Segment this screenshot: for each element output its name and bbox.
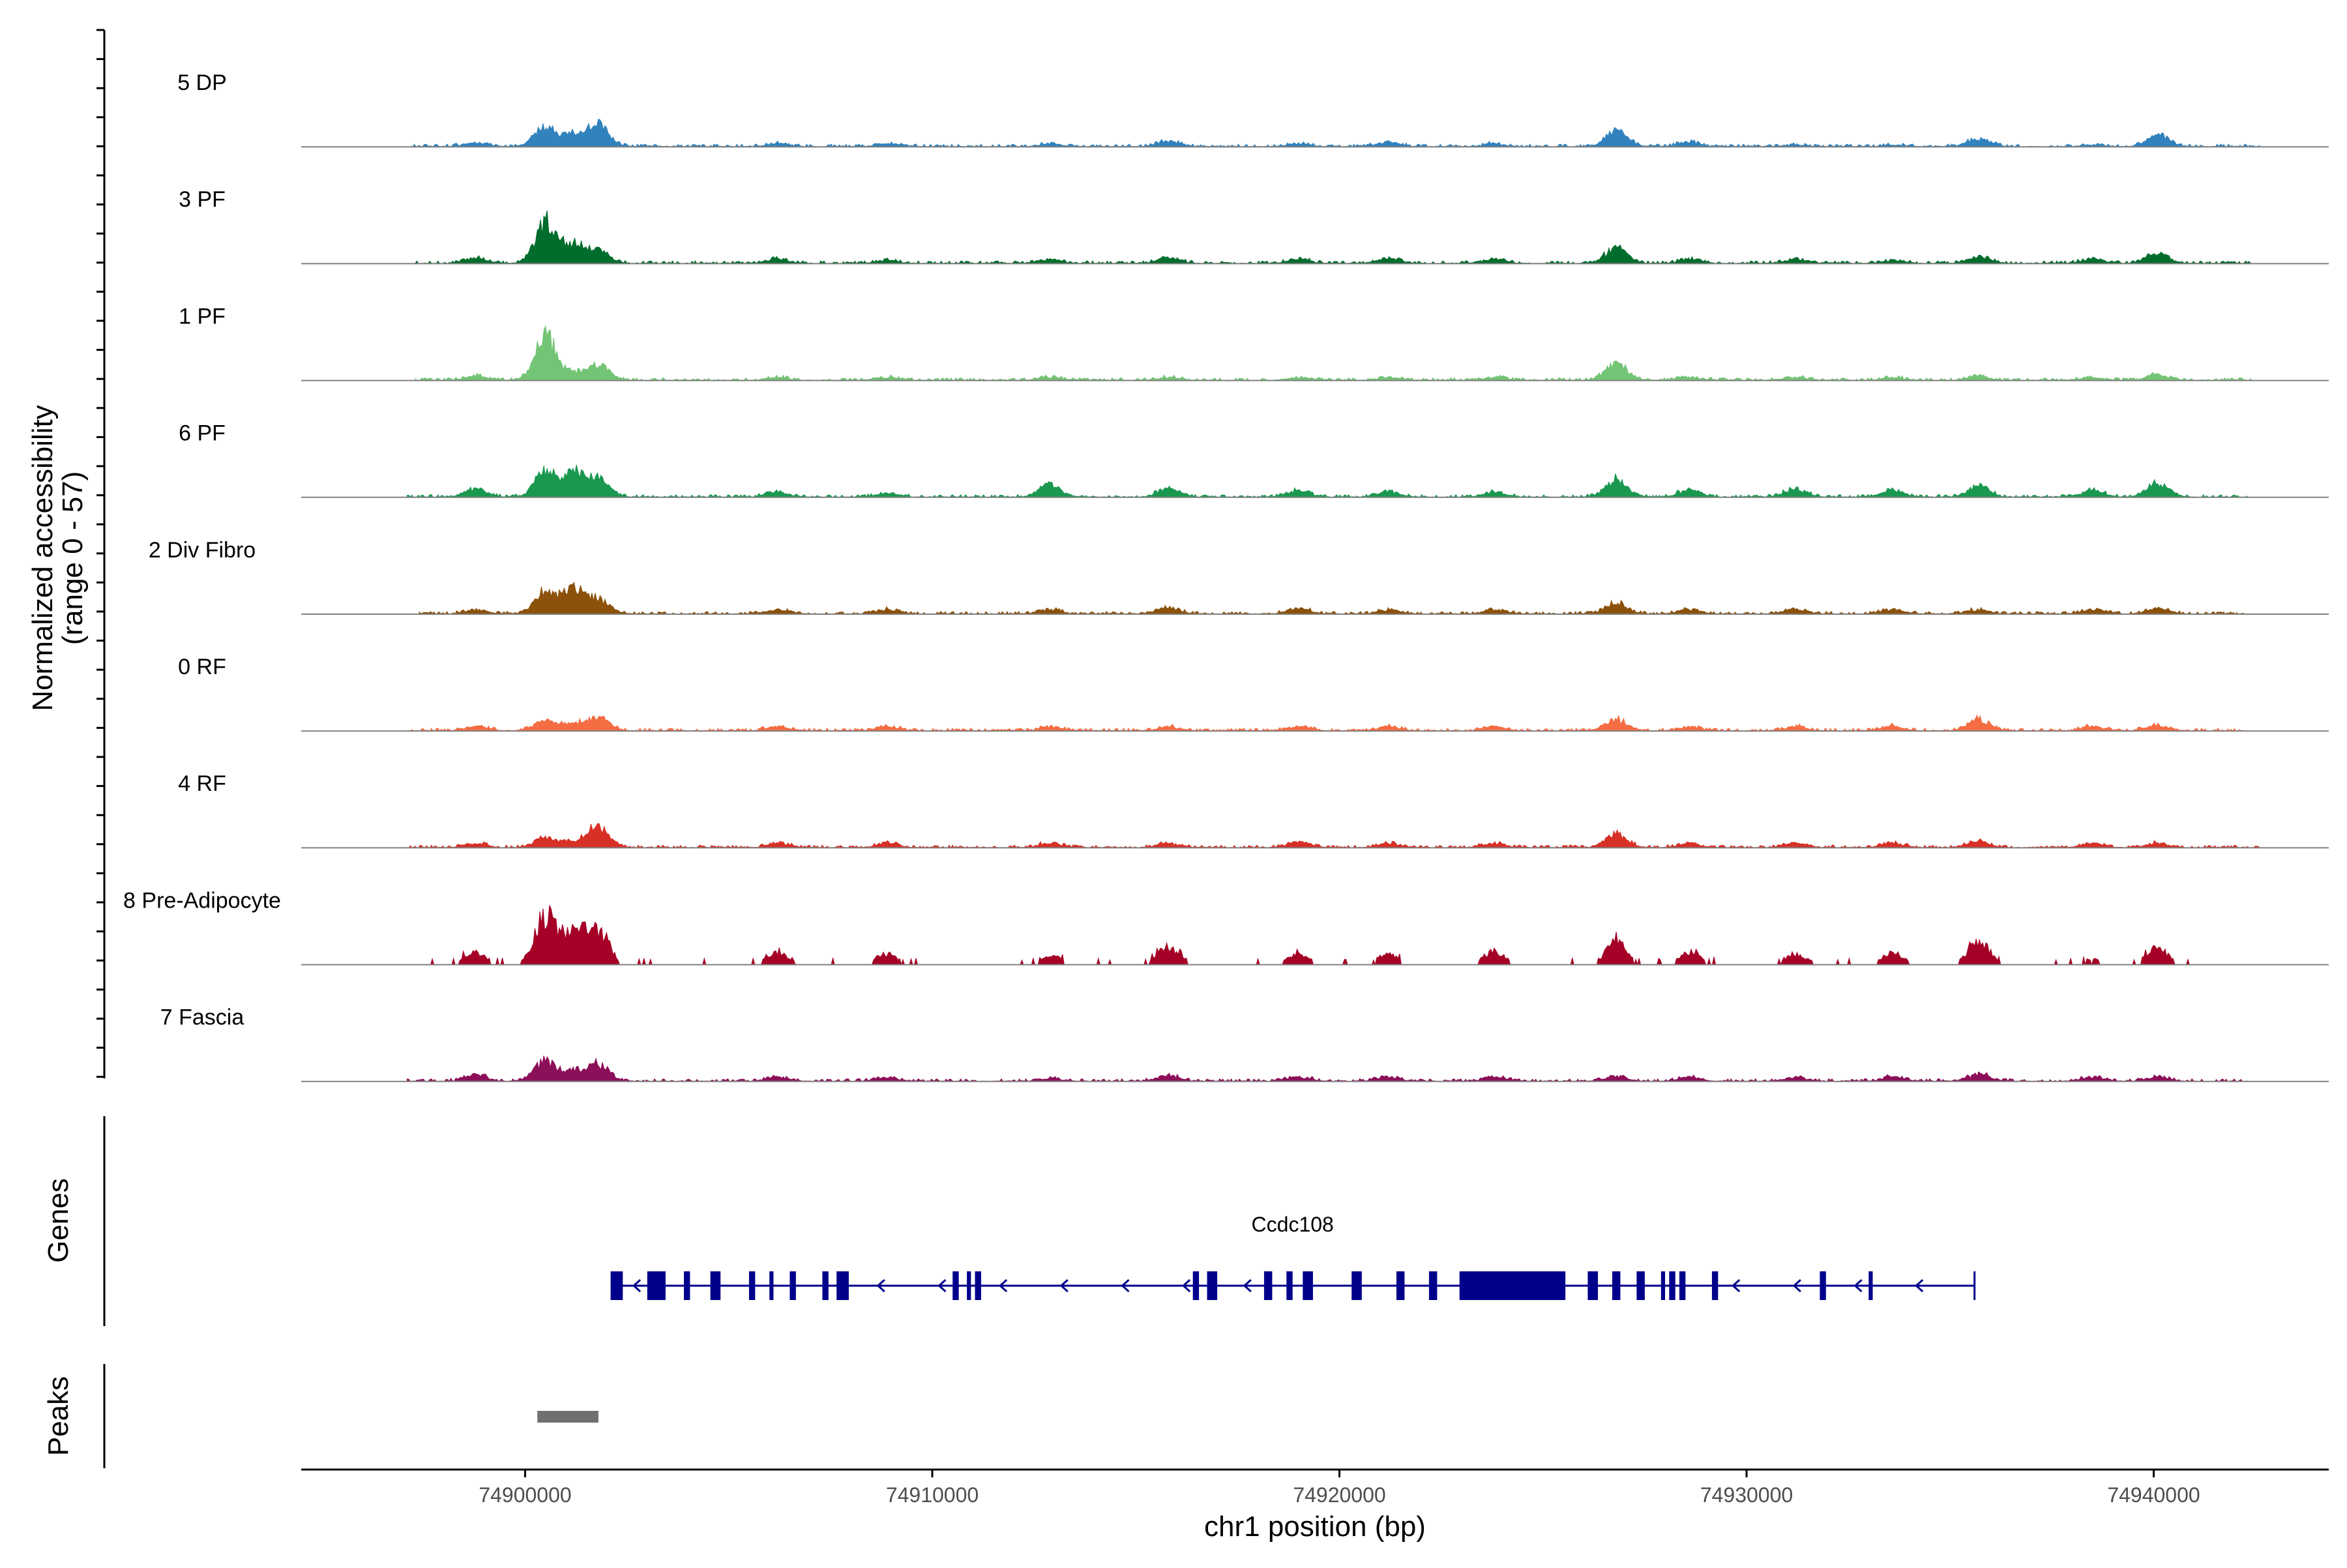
- gene-exon: [1459, 1271, 1566, 1300]
- track-2: 3 PF: [179, 187, 2329, 265]
- gene-exon: [1612, 1271, 1621, 1300]
- strand-arrow: [1059, 1279, 1069, 1293]
- gene-exon: [769, 1271, 774, 1300]
- gene-exon: [975, 1271, 981, 1300]
- strand-arrow: [1121, 1279, 1130, 1293]
- gene-exon: [1351, 1271, 1362, 1300]
- coverage-area: [411, 905, 2232, 966]
- strand-arrow: [876, 1279, 885, 1293]
- gene-exon: [710, 1271, 721, 1300]
- strand-arrow: [1181, 1279, 1191, 1293]
- gene-exons: [610, 1271, 1873, 1300]
- gene-exon: [1192, 1271, 1200, 1300]
- gene-exon: [647, 1271, 666, 1300]
- strand-arrow: [1731, 1279, 1741, 1293]
- gene-exon: [1587, 1271, 1598, 1300]
- peak-track: [537, 1411, 598, 1423]
- gene-exon: [610, 1271, 623, 1300]
- track-label: 3 PF: [179, 187, 226, 212]
- gene-exon: [822, 1271, 829, 1300]
- gene-exon: [748, 1271, 756, 1300]
- track-8: 8 Pre-Adipocyte: [123, 888, 2329, 966]
- track-label: 0 RF: [178, 655, 226, 679]
- track-9: 7 Fascia: [160, 1005, 2329, 1082]
- peaks-panel-title: Peaks: [42, 1376, 74, 1456]
- track-1: 5 DP: [177, 70, 2329, 148]
- y-axis-range-label: (range 0 - 57): [57, 471, 89, 645]
- strand-arrow: [1853, 1279, 1863, 1293]
- gene-exon: [790, 1271, 796, 1300]
- gene-exon: [1207, 1271, 1218, 1300]
- coverage-area: [411, 118, 2260, 147]
- x-tick-label: 74930000: [1700, 1483, 1793, 1507]
- coverage-area: [415, 210, 2252, 265]
- gene-exon: [1669, 1271, 1675, 1300]
- track-label: 2 Div Fibro: [149, 538, 256, 563]
- track-3: 1 PF: [179, 304, 2329, 381]
- coverage-area: [419, 582, 2244, 615]
- gene-exon: [1636, 1271, 1645, 1300]
- track-label: 1 PF: [179, 304, 226, 329]
- x-axis: 74900000 74910000 74920000 74930000 74940000…: [301, 1468, 2329, 1543]
- genes-panel-title: Genes: [42, 1178, 74, 1263]
- gene-exon: [1286, 1271, 1293, 1300]
- strand-arrow: [632, 1279, 642, 1293]
- strand-arrow: [1792, 1279, 1801, 1293]
- track-label: 8 Pre-Adipocyte: [123, 888, 281, 913]
- x-tick-label: 74940000: [2107, 1483, 2200, 1507]
- track-label: 7 Fascia: [160, 1005, 244, 1030]
- gene-label: Ccdc108: [1252, 1213, 1334, 1236]
- gene-exon: [1263, 1271, 1273, 1300]
- track-7: 4 RF: [178, 771, 2329, 849]
- strand-arrow: [1243, 1279, 1252, 1293]
- gene-exon: [684, 1271, 690, 1300]
- gene-exon: [1820, 1271, 1826, 1300]
- coverage-area: [406, 1056, 2248, 1082]
- gene-exon: [967, 1271, 971, 1300]
- gene-exon: [1868, 1271, 1873, 1300]
- peak-region: [537, 1411, 598, 1423]
- x-tick-label: 74920000: [1293, 1483, 1385, 1507]
- x-axis-ticks: 74900000 74910000 74920000 74930000 74940000: [479, 1470, 2200, 1507]
- strand-arrow: [937, 1279, 947, 1293]
- left-axes: Normalized accessibility (range 0 - 57) …: [27, 29, 106, 1468]
- gene-strand-arrows: [632, 1279, 1924, 1293]
- track-label: 4 RF: [178, 771, 226, 796]
- gene-exon: [1396, 1271, 1405, 1300]
- x-tick-label: 74910000: [886, 1483, 979, 1507]
- track-label: 6 PF: [179, 421, 226, 446]
- track-4: 6 PF: [179, 421, 2329, 498]
- y-axis-title: Normalized accessibility: [27, 405, 59, 711]
- track-5: 2 Div Fibro: [149, 538, 2329, 615]
- gene-exon: [1679, 1271, 1686, 1300]
- strand-arrow: [1915, 1279, 1924, 1293]
- track-6: 0 RF: [178, 655, 2329, 732]
- coverage-area: [406, 714, 2248, 732]
- x-tick-label: 74900000: [479, 1483, 571, 1507]
- gene-exon: [1661, 1271, 1665, 1300]
- coverage-y-axis-ticks: [96, 29, 104, 1078]
- coverage-area: [415, 325, 2252, 381]
- coverage-area: [406, 823, 2260, 849]
- coverage-area: [406, 464, 2248, 498]
- gene-exon: [1428, 1271, 1438, 1300]
- gene-exon: [952, 1271, 959, 1300]
- track-label: 5 DP: [177, 70, 227, 95]
- gene-exon: [836, 1271, 849, 1300]
- gene-exon: [1303, 1271, 1313, 1300]
- gene-exon: [1711, 1271, 1719, 1300]
- gene-track: Ccdc108: [610, 1213, 1976, 1300]
- coverage-tracks: 5 DP 3 PF 1 PF 6 PF 2 Div Fibro 0 RF 4 RF 8 Pre…: [123, 70, 2329, 1082]
- strand-arrow: [998, 1279, 1008, 1293]
- x-axis-title: chr1 position (bp): [1204, 1511, 1426, 1543]
